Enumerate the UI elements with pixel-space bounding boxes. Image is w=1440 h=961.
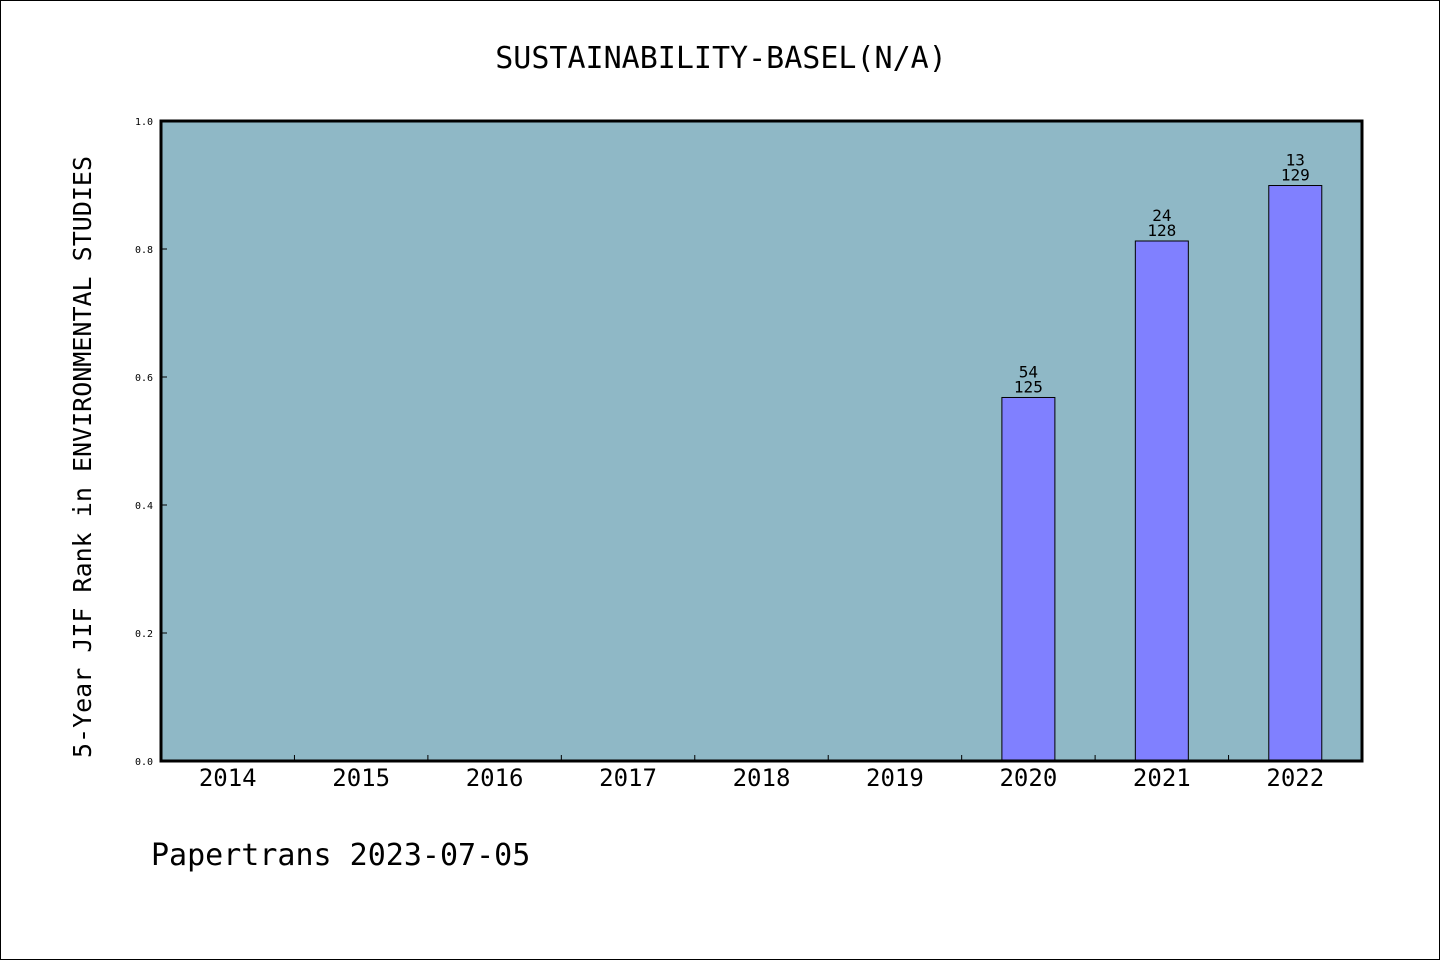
chart-title: SUSTAINABILITY-BASEL(N/A) (495, 41, 947, 76)
x-tick-label: 2018 (733, 764, 791, 792)
y-axis-label: 5-Year JIF Rank in ENVIRONMENTAL STUDIES (68, 156, 97, 758)
x-tick-label: 2017 (599, 764, 657, 792)
x-tick-label: 2019 (866, 764, 924, 792)
bar-total-label: 129 (1281, 166, 1310, 185)
x-ticks-group: 2014 2015 2016 2017 2018 2019 2020 2021 2022 (199, 755, 1324, 792)
bar-2022 (1268, 185, 1323, 762)
y-tick-label: 0.6 (135, 373, 153, 384)
x-tick-label: 2020 (999, 764, 1057, 792)
footer-text: Papertrans 2023-07-05 (151, 838, 530, 873)
bar-total-label: 128 (1147, 221, 1176, 240)
x-tick-label: 2014 (199, 764, 257, 792)
x-tick-label: 2015 (332, 764, 390, 792)
bar-2020 (1001, 396, 1056, 762)
bar-total-label: 125 (1014, 377, 1043, 396)
y-tick-label: 0.0 (135, 757, 153, 768)
y-tick-label: 0.4 (135, 501, 153, 512)
y-tick-label: 0.8 (135, 245, 153, 256)
bar-rank-label: 13 (1286, 151, 1305, 170)
bar-rank-label: 24 (1152, 206, 1171, 225)
y-tick-label: 0.2 (135, 629, 153, 640)
bar-2021 (1134, 240, 1189, 762)
x-tick-label: 2021 (1133, 764, 1191, 792)
plot-border (159, 119, 1364, 763)
bar-rank-label: 54 (1019, 362, 1038, 381)
y-tick-label: 1.0 (135, 117, 153, 128)
x-tick-label: 2016 (466, 764, 524, 792)
x-tick-label: 2022 (1266, 764, 1324, 792)
